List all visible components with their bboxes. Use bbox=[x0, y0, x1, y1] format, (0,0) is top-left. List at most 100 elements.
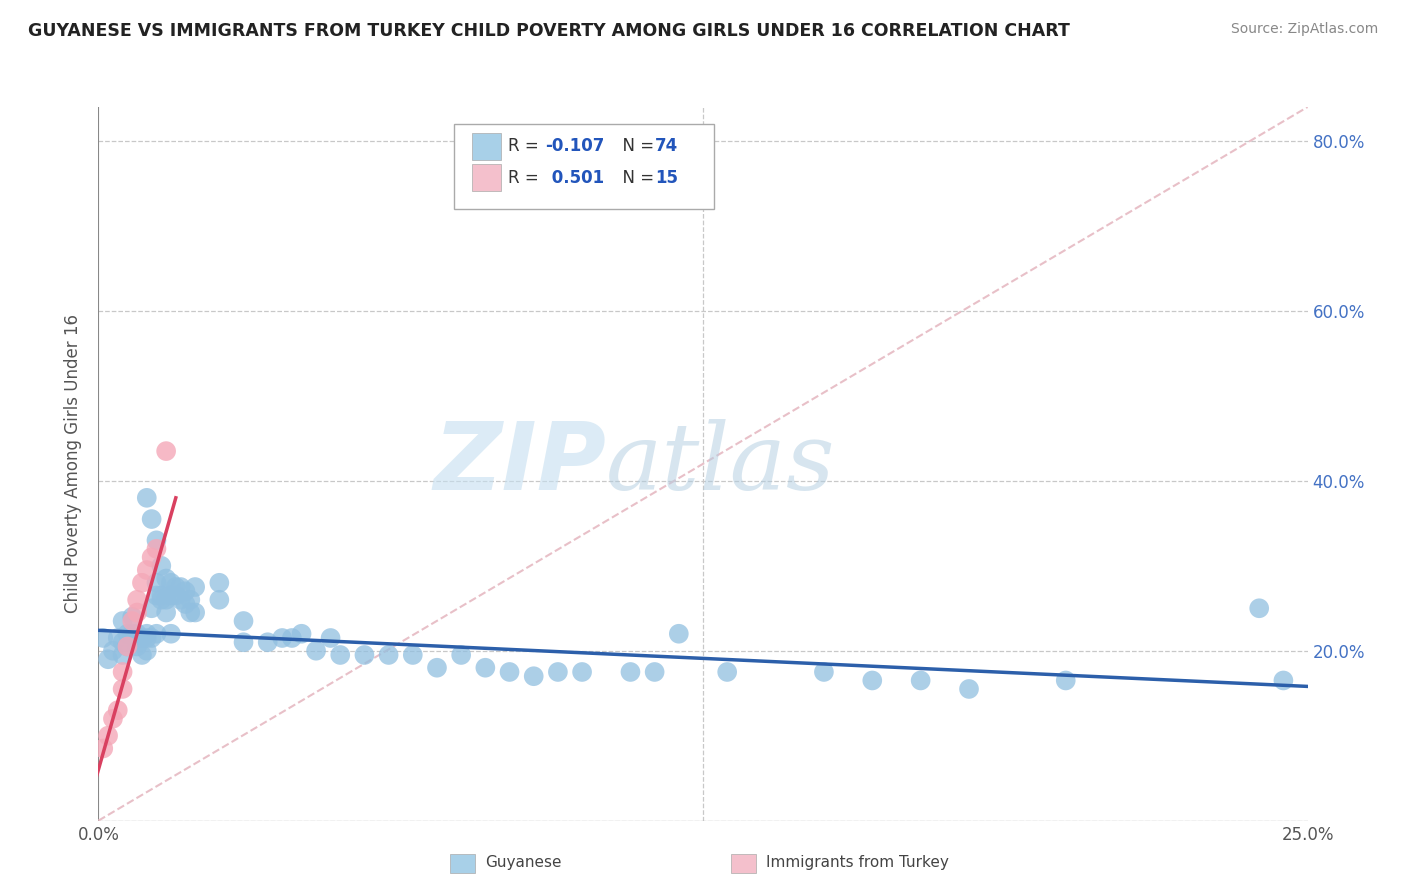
Point bbox=[155, 444, 177, 458]
Point bbox=[402, 648, 425, 662]
Point bbox=[135, 626, 157, 640]
Point bbox=[165, 580, 187, 594]
Text: -0.107: -0.107 bbox=[546, 137, 605, 155]
Point bbox=[91, 741, 114, 756]
Text: R =: R = bbox=[508, 137, 544, 155]
Point bbox=[353, 648, 375, 662]
Text: Guyanese: Guyanese bbox=[485, 855, 561, 870]
Point bbox=[155, 592, 177, 607]
Text: ZIP: ZIP bbox=[433, 417, 606, 510]
Point bbox=[141, 631, 163, 645]
Point bbox=[111, 614, 134, 628]
Point bbox=[450, 648, 472, 662]
Point bbox=[150, 592, 173, 607]
Point bbox=[160, 575, 183, 590]
Point bbox=[169, 592, 191, 607]
Point bbox=[232, 635, 254, 649]
Text: N =: N = bbox=[612, 137, 659, 155]
Point bbox=[121, 626, 143, 640]
Point bbox=[131, 631, 153, 645]
Point bbox=[111, 681, 134, 696]
Point bbox=[1249, 601, 1271, 615]
Point bbox=[174, 584, 197, 599]
Point bbox=[271, 631, 294, 645]
Point bbox=[498, 665, 520, 679]
Point bbox=[135, 563, 157, 577]
Point bbox=[1054, 673, 1077, 688]
Point bbox=[150, 558, 173, 573]
Point bbox=[160, 626, 183, 640]
Point bbox=[169, 580, 191, 594]
Point bbox=[131, 575, 153, 590]
Point bbox=[107, 631, 129, 645]
Point bbox=[668, 626, 690, 640]
Text: Immigrants from Turkey: Immigrants from Turkey bbox=[766, 855, 949, 870]
Point bbox=[910, 673, 932, 688]
Point bbox=[97, 652, 120, 666]
Text: N =: N = bbox=[612, 169, 659, 186]
Point bbox=[571, 665, 593, 679]
Point bbox=[281, 631, 304, 645]
Point bbox=[160, 589, 183, 603]
Point bbox=[121, 609, 143, 624]
Point bbox=[329, 648, 352, 662]
Point bbox=[141, 512, 163, 526]
Point bbox=[155, 606, 177, 620]
Point bbox=[184, 580, 207, 594]
Point bbox=[121, 614, 143, 628]
Point bbox=[127, 626, 149, 640]
Point bbox=[179, 606, 201, 620]
Point bbox=[232, 614, 254, 628]
Point bbox=[619, 665, 641, 679]
Point bbox=[97, 729, 120, 743]
Text: Source: ZipAtlas.com: Source: ZipAtlas.com bbox=[1230, 22, 1378, 37]
Text: R =: R = bbox=[508, 169, 544, 186]
Point bbox=[145, 541, 167, 556]
Point bbox=[145, 533, 167, 548]
Point bbox=[141, 550, 163, 565]
Point bbox=[111, 648, 134, 662]
Point bbox=[117, 626, 139, 640]
Point bbox=[135, 631, 157, 645]
Point bbox=[813, 665, 835, 679]
Point bbox=[208, 592, 231, 607]
Point bbox=[150, 589, 173, 603]
Point bbox=[290, 626, 312, 640]
Point bbox=[101, 644, 124, 658]
Point bbox=[1272, 673, 1295, 688]
Point bbox=[165, 589, 187, 603]
Point bbox=[860, 673, 883, 688]
Point bbox=[426, 661, 449, 675]
Point bbox=[127, 640, 149, 654]
Point bbox=[135, 644, 157, 658]
Text: 74: 74 bbox=[655, 137, 679, 155]
Point bbox=[107, 703, 129, 717]
Point bbox=[716, 665, 738, 679]
Y-axis label: Child Poverty Among Girls Under 16: Child Poverty Among Girls Under 16 bbox=[65, 314, 83, 614]
Point bbox=[111, 635, 134, 649]
Point bbox=[523, 669, 546, 683]
Point bbox=[184, 606, 207, 620]
Point bbox=[135, 491, 157, 505]
Point bbox=[547, 665, 569, 679]
Point bbox=[256, 635, 278, 649]
Point bbox=[145, 626, 167, 640]
Point bbox=[319, 631, 342, 645]
Point bbox=[127, 592, 149, 607]
Point bbox=[121, 631, 143, 645]
Point bbox=[145, 589, 167, 603]
Point bbox=[127, 606, 149, 620]
Point bbox=[111, 665, 134, 679]
Point bbox=[305, 644, 328, 658]
Text: GUYANESE VS IMMIGRANTS FROM TURKEY CHILD POVERTY AMONG GIRLS UNDER 16 CORRELATIO: GUYANESE VS IMMIGRANTS FROM TURKEY CHILD… bbox=[28, 22, 1070, 40]
Point bbox=[377, 648, 399, 662]
Point bbox=[117, 640, 139, 654]
Text: 0.501: 0.501 bbox=[546, 169, 603, 186]
Point bbox=[131, 648, 153, 662]
Point bbox=[145, 575, 167, 590]
Point bbox=[91, 631, 114, 645]
Point bbox=[117, 640, 139, 654]
Point bbox=[141, 601, 163, 615]
Point bbox=[174, 597, 197, 611]
Point bbox=[644, 665, 666, 679]
